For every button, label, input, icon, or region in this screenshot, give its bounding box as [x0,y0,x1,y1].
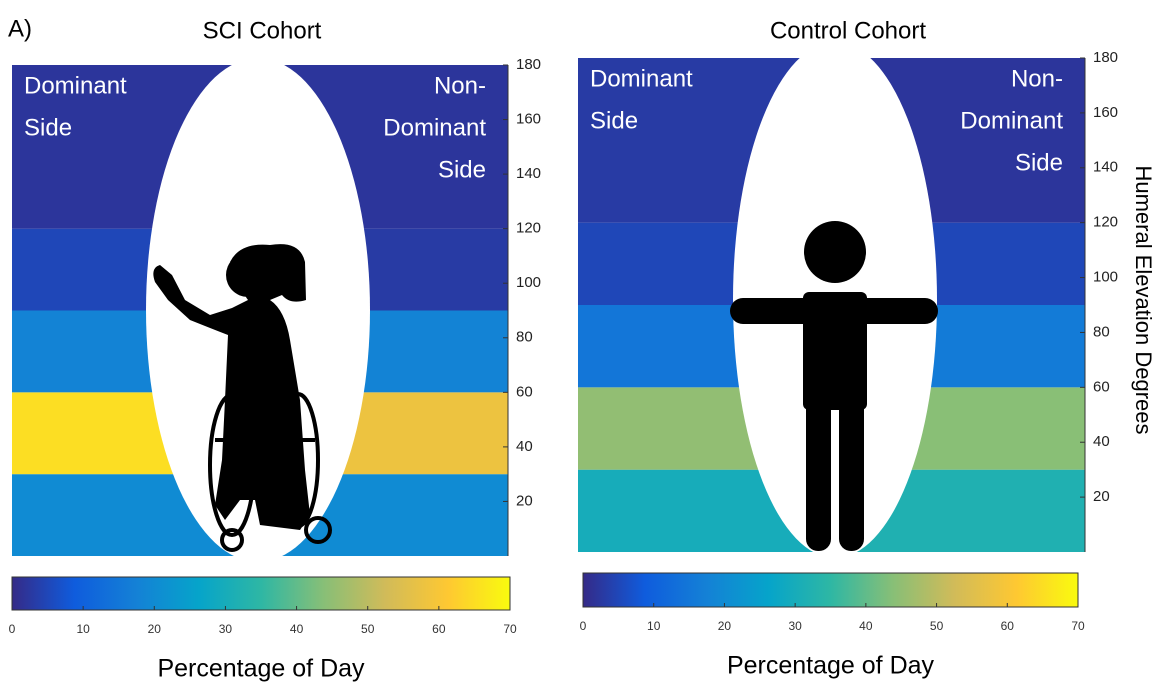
y-tick-label: 60 [516,383,533,400]
side-label: Non- [434,72,486,99]
colorbar-tick-label: 70 [1071,619,1085,633]
colorbar-tick-label: 20 [718,619,732,633]
y-tick-label: 180 [1093,49,1118,66]
sci-silhouette [153,244,310,530]
y-tick-label: 120 [1093,214,1118,231]
y-tick-label: 20 [1093,488,1110,505]
side-label: Side [1015,149,1063,176]
colorbar [11,576,511,611]
colorbar-tick-label: 50 [930,619,944,633]
side-label: Non- [1011,65,1063,92]
panels: SCI Cohort Dominant Side Non- Dominant Side 20… [9,17,1157,682]
side-label: Dominant [590,65,693,92]
y-tick-label: 160 [516,111,541,128]
wheelchair [208,392,332,552]
colorbar-tick-label: 40 [290,622,304,636]
y-tick-label: 100 [516,274,541,291]
y-tick-label: 20 [516,492,533,509]
y-tick-label: 40 [516,438,533,455]
colorbar-tick-label: 60 [1001,619,1015,633]
colorbar-tick-label: 20 [148,622,162,636]
colorbar-tick-label: 0 [9,622,16,636]
colorbar-tick-label: 40 [859,619,873,633]
side-label: Dominant [960,107,1063,134]
colorbar-tick-label: 30 [219,622,233,636]
colorbar-tick-label: 10 [76,622,90,636]
chart-title: SCI Cohort [203,17,322,44]
y-tick-label: 60 [1093,378,1110,395]
colorbar-tick-label: 70 [503,622,517,636]
colorbar-tick-label: 10 [647,619,661,633]
y-tick-label: 140 [1093,159,1118,176]
side-label: Side [590,107,638,134]
y-tick-label: 100 [1093,269,1118,286]
y-tick-label: 160 [1093,104,1118,121]
control-silhouette [730,221,938,551]
side-label: Dominant [383,114,486,141]
y-tick-label: 180 [516,56,541,73]
colorbar-tick-label: 0 [580,619,587,633]
colorbar-tick-label: 60 [432,622,446,636]
colorbar-label: Percentage of Day [727,652,935,680]
y-tick-label: 40 [1093,433,1110,450]
side-label: Side [438,156,486,183]
panel-label: A) [8,15,32,42]
y-axis-label: Humeral Elevation Degrees [1131,165,1156,434]
colorbar-tick-label: 30 [788,619,802,633]
colorbar-label: Percentage of Day [157,655,365,683]
y-tick-label: 120 [516,220,541,237]
y-tick-label: 80 [516,329,533,346]
side-label: Dominant [24,72,127,99]
side-label: Side [24,114,72,141]
y-tick-label: 80 [1093,323,1110,340]
y-tick-label: 140 [516,165,541,182]
chart-title: Control Cohort [770,17,926,44]
colorbar [582,572,1079,608]
colorbar-tick-label: 50 [361,622,375,636]
